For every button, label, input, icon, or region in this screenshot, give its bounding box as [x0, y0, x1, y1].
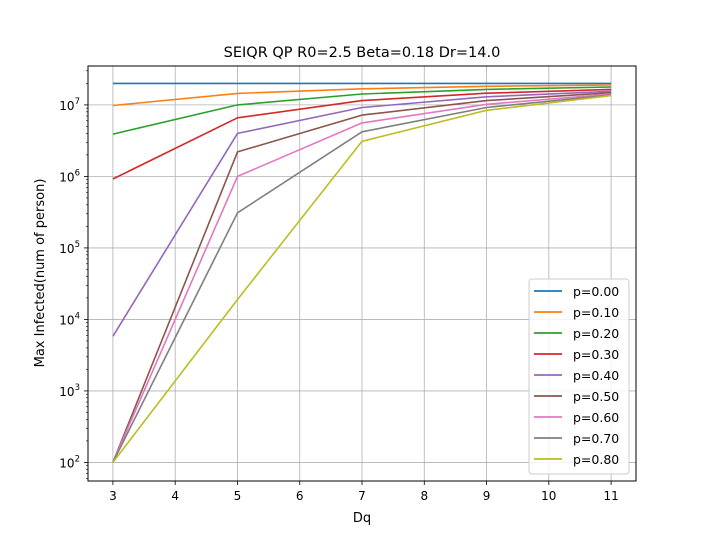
series-line-p=0.10: [112, 84, 612, 107]
y-tick-label: 102: [59, 454, 80, 470]
y-tick-exponent: 7: [75, 97, 80, 107]
series-line-p=0.40: [112, 90, 612, 337]
legend-label: p=0.00: [573, 284, 619, 299]
x-tick-label: 9: [483, 489, 491, 503]
y-tick-label: 105: [59, 240, 80, 256]
y-tick-label: 104: [59, 311, 80, 327]
legend-label: p=0.60: [573, 410, 619, 425]
y-tick-exponent: 3: [75, 383, 80, 393]
y-axis-label: Max Infected(num of person): [33, 179, 48, 368]
series-lines: [112, 82, 612, 463]
series-line-p=0.80: [112, 94, 612, 463]
series-line-p=0.70: [112, 94, 612, 463]
y-tick-exponent: 6: [75, 168, 80, 178]
legend-label: p=0.50: [573, 389, 619, 404]
legend: p=0.00 p=0.10 p=0.20 p=0.30 p=0.40 p=0.50 p=0.…: [528, 278, 630, 475]
y-tick-base: 10: [59, 313, 74, 327]
x-tick-label: 3: [109, 489, 117, 503]
y-tick-exponent: 5: [75, 240, 80, 250]
x-axis-label: Dq: [353, 511, 371, 526]
legend-label: p=0.80: [573, 452, 619, 467]
series-line-p=0.60: [112, 93, 612, 463]
series-line-p=0.50: [112, 91, 612, 463]
x-tick-label: 7: [358, 489, 366, 503]
y-tick-exponent: 2: [75, 454, 80, 464]
x-tick-label: 11: [603, 489, 618, 503]
y-tick-label: 107: [59, 97, 80, 113]
x-tick-label: 6: [296, 489, 304, 503]
y-tick-label: 106: [59, 168, 80, 184]
x-tick-label: 4: [171, 489, 179, 503]
legend-label: p=0.70: [573, 431, 619, 446]
y-tick-base: 10: [59, 242, 74, 256]
legend-label: p=0.10: [573, 305, 619, 320]
y-tick-label: 103: [59, 383, 80, 399]
x-tick-label: 5: [234, 489, 242, 503]
y-tick-base: 10: [59, 170, 74, 184]
series-line-p=0.30: [112, 88, 612, 180]
legend-box: [528, 278, 630, 475]
y-tick-exponent: 4: [75, 311, 80, 321]
y-tick-base: 10: [59, 456, 74, 470]
x-tick-label: 10: [541, 489, 556, 503]
x-axis-ticks: 3 4 5 6 7 8 9 10 11: [109, 481, 619, 503]
legend-label: p=0.20: [573, 326, 619, 341]
series-line-p=0.20: [112, 86, 612, 135]
chart-title: SEIQR QP R0=2.5 Beta=0.18 Dr=14.0: [224, 45, 501, 61]
y-tick-base: 10: [59, 99, 74, 113]
y-tick-base: 10: [59, 385, 74, 399]
x-tick-label: 8: [420, 489, 428, 503]
legend-label: p=0.40: [573, 368, 619, 383]
legend-label: p=0.30: [573, 347, 619, 362]
